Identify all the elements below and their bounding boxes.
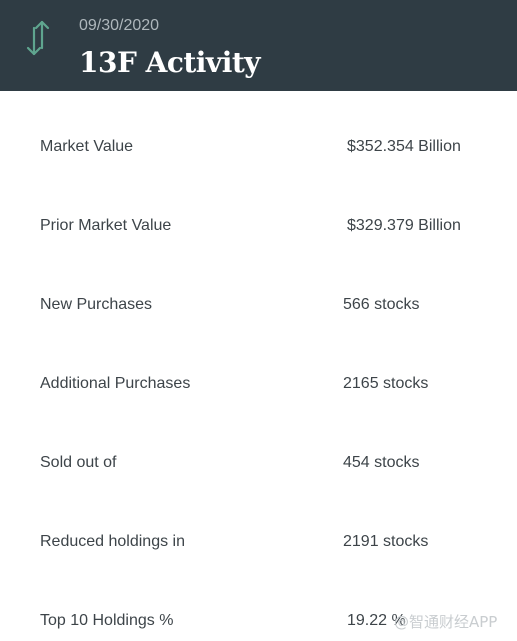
row-value: 2165 stocks: [343, 375, 429, 392]
row-top-10-holdings: Top 10 Holdings % 19.22 %: [0, 608, 517, 638]
watermark: @智通财经APP: [394, 613, 498, 631]
report-date: 09/30/2020: [79, 17, 160, 34]
row-label: Top 10 Holdings %: [40, 612, 174, 629]
row-value: $329.379 Billion: [347, 217, 461, 234]
header-bar: 09/30/2020 13F Activity: [0, 0, 517, 91]
row-label: Reduced holdings in: [40, 533, 185, 550]
row-value: $352.354 Billion: [347, 138, 461, 155]
row-value: 566 stocks: [343, 296, 420, 313]
row-sold-out-of: Sold out of 454 stocks: [0, 450, 517, 480]
row-value: 2191 stocks: [343, 533, 429, 550]
row-reduced-holdings: Reduced holdings in 2191 stocks: [0, 529, 517, 559]
row-value: 19.22 %: [347, 612, 406, 629]
row-label: Prior Market Value: [40, 217, 172, 234]
row-market-value: Market Value $352.354 Billion: [0, 134, 517, 164]
row-additional-purchases: Additional Purchases 2165 stocks: [0, 371, 517, 401]
page-title: 13F Activity: [79, 46, 261, 79]
row-label: Market Value: [40, 138, 134, 155]
row-prior-market-value: Prior Market Value $329.379 Billion: [0, 213, 517, 243]
row-label: Sold out of: [40, 454, 117, 471]
row-label: Additional Purchases: [40, 375, 191, 392]
row-label: New Purchases: [40, 296, 153, 313]
row-new-purchases: New Purchases 566 stocks: [0, 292, 517, 322]
up-down-arrows-icon: [26, 20, 50, 56]
row-value: 454 stocks: [343, 454, 420, 471]
